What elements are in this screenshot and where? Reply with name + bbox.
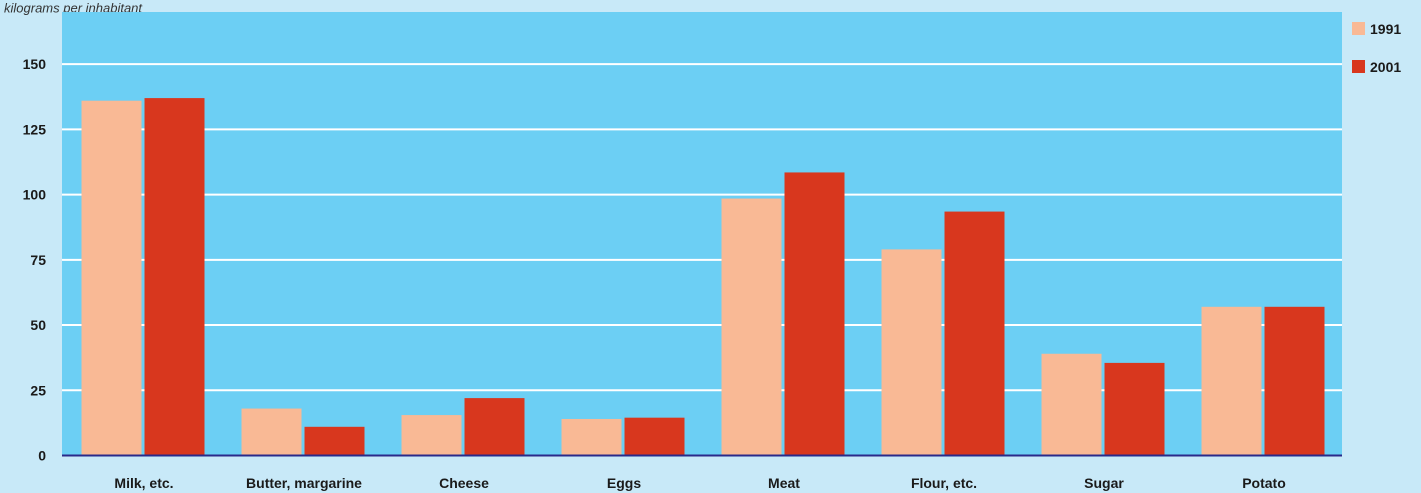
x-category-label: Butter, margarine (246, 475, 362, 491)
bar-1991-4 (721, 198, 782, 456)
y-tick-label: 50 (30, 317, 46, 333)
legend: 1991 2001 (1352, 21, 1401, 75)
bar-2001-4 (784, 172, 845, 456)
legend-swatch-2001 (1352, 60, 1365, 73)
bars (81, 98, 1325, 456)
bar-1991-6 (1041, 353, 1102, 456)
x-category-label: Sugar (1084, 475, 1124, 491)
legend-label-2001: 2001 (1370, 59, 1401, 75)
y-tick-label: 75 (30, 252, 46, 268)
bar-1991-1 (241, 408, 302, 456)
legend-swatch-1991 (1352, 22, 1365, 35)
x-axis-labels: Milk, etc. Butter, margarine Cheese Eggs Mea… (114, 475, 1285, 491)
x-category-label: Eggs (607, 475, 641, 491)
legend-label-1991: 1991 (1370, 21, 1401, 37)
bar-1991-3 (561, 418, 622, 456)
bar-2001-2 (464, 398, 525, 456)
x-category-label: Flour, etc. (911, 475, 977, 491)
bar-2001-6 (1104, 362, 1165, 456)
y-tick-label: 125 (23, 121, 47, 137)
x-category-label: Meat (768, 475, 800, 491)
y-tick-label: 150 (23, 56, 47, 72)
bar-2001-3 (624, 417, 685, 456)
y-tick-label: 0 (38, 448, 46, 464)
y-tick-label: 100 (23, 187, 47, 203)
bar-2001-5 (944, 211, 1005, 456)
bar-2001-0 (144, 98, 205, 456)
bar-1991-5 (881, 249, 942, 456)
bar-1991-0 (81, 100, 142, 456)
bar-2001-1 (304, 426, 365, 456)
x-category-label: Cheese (439, 475, 489, 491)
y-tick-label: 25 (30, 382, 46, 398)
bar-1991-7 (1201, 306, 1262, 456)
bar-2001-7 (1264, 306, 1325, 456)
x-category-label: Milk, etc. (114, 475, 173, 491)
y-axis-ticks: 0 25 50 75 100 125 150 (23, 56, 47, 463)
x-category-label: Potato (1242, 475, 1286, 491)
bar-1991-2 (401, 415, 462, 456)
chart-subtitle: kilograms per inhabitant (4, 1, 143, 16)
